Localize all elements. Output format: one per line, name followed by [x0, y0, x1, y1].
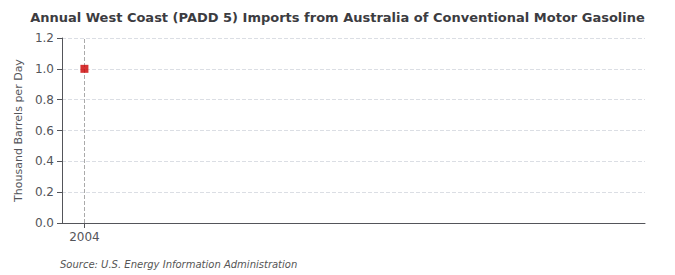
svg-text:0.4: 0.4	[35, 154, 54, 168]
svg-text:1.2: 1.2	[35, 31, 54, 45]
svg-text:0.8: 0.8	[35, 93, 54, 107]
svg-text:1.0: 1.0	[35, 62, 54, 76]
svg-text:0.6: 0.6	[35, 124, 54, 138]
svg-text:Source: U.S. Energy Informatio: Source: U.S. Energy Information Administ…	[60, 259, 297, 270]
svg-text:0.0: 0.0	[35, 216, 54, 230]
svg-text:2004: 2004	[69, 230, 100, 244]
svg-text:Annual West Coast (PADD 5) Imp: Annual West Coast (PADD 5) Imports from …	[30, 10, 645, 25]
svg-text:0.2: 0.2	[35, 185, 54, 199]
svg-text:Thousand Barrels per Day: Thousand Barrels per Day	[12, 59, 25, 203]
